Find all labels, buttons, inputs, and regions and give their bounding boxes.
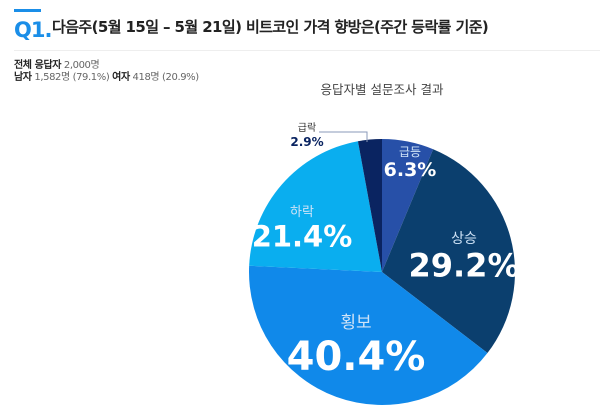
- value-label-0: 6.3%: [384, 159, 437, 181]
- total-value: 2,000명: [63, 60, 100, 71]
- pie-slice-2: [249, 265, 488, 405]
- category-label-0: 급등: [399, 145, 421, 159]
- category-label-1: 상승: [451, 231, 477, 247]
- category-label-2: 횡보: [340, 313, 371, 333]
- question-title: 다음주(5월 15일 – 5월 21일) 비트코인 가격 향방은(주간 등락률 …: [52, 18, 489, 36]
- question-accent-bar: [14, 9, 41, 12]
- female-value: 418명 (20.9%): [132, 72, 200, 83]
- pie-slice-3: [249, 141, 382, 272]
- value-label-2: 40.4%: [287, 334, 426, 380]
- pie-slice-1: [382, 149, 515, 354]
- respondent-stats: 전체 응답자 2,000명 남자 1,582명 (79.1%) 여자 418명 …: [14, 60, 199, 84]
- value-label-4: 2.9%: [290, 135, 323, 149]
- value-label-1: 29.2%: [408, 247, 519, 285]
- chart-title: 응답자별 설문조사 결과: [320, 82, 444, 97]
- male-label: 남자: [14, 72, 32, 83]
- divider: [14, 50, 600, 51]
- value-label-3: 21.4%: [252, 219, 353, 253]
- male-value: 1,582명 (79.1%): [34, 72, 110, 83]
- callout-line: [319, 131, 368, 142]
- pie-slice-4: [357, 139, 382, 272]
- question-number: Q1.: [14, 18, 52, 42]
- pie-slice-0: [382, 139, 434, 272]
- total-label: 전체 응답자: [14, 60, 62, 71]
- female-label: 여자: [112, 72, 130, 83]
- category-label-3: 하락: [290, 205, 314, 220]
- category-label-4: 급락: [298, 122, 316, 134]
